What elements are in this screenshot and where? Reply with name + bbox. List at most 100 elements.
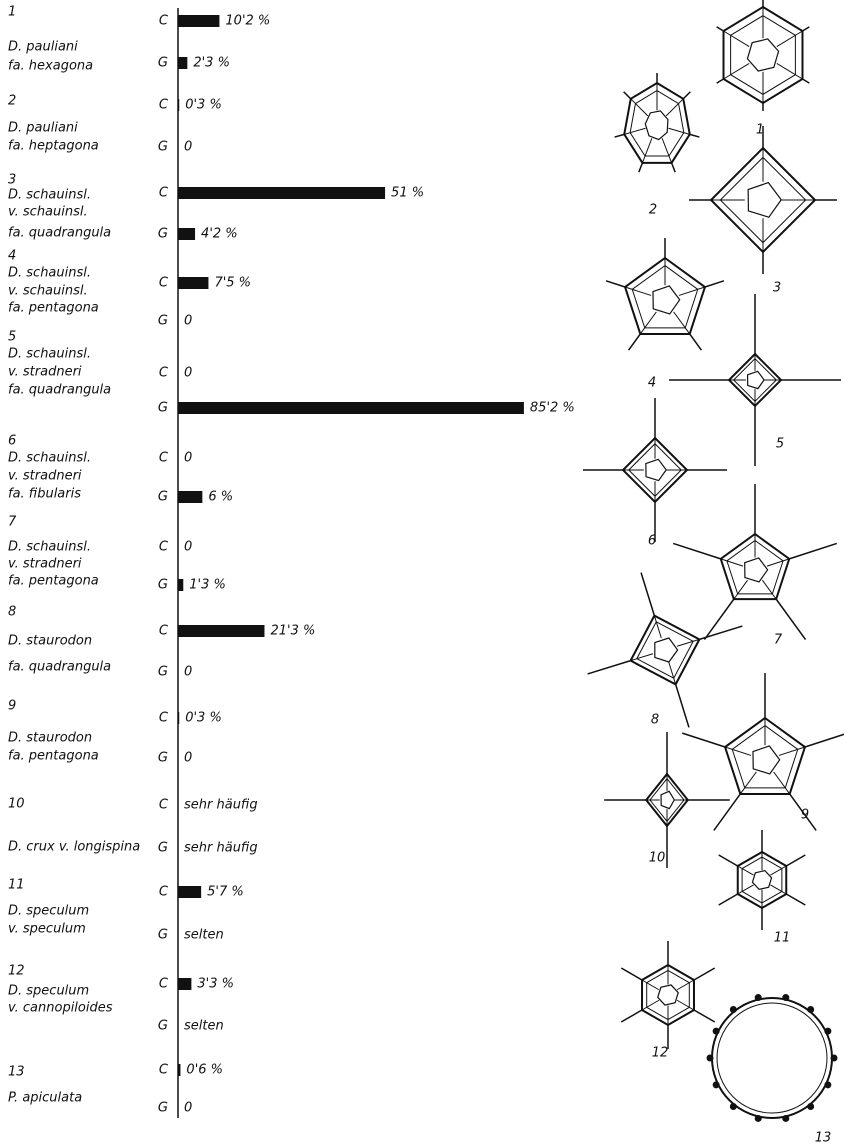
- figure-number: 4: [648, 376, 656, 391]
- spine: [694, 1010, 715, 1022]
- station-label: C: [159, 14, 169, 29]
- taxon-name: fa. hexagona: [8, 59, 93, 74]
- figure-number: 9: [801, 808, 809, 823]
- value-label: selten: [184, 1019, 224, 1034]
- value-label: 0: [184, 751, 192, 766]
- value-label: 4'2 %: [201, 227, 238, 242]
- station-label: G: [158, 665, 168, 680]
- value-label: 2'3 %: [193, 56, 230, 71]
- station-label: G: [158, 841, 168, 856]
- cell-wall: [779, 747, 805, 755]
- taxon-name: D. schauinsl.: [8, 540, 91, 555]
- value-label: selten: [184, 928, 224, 943]
- spine: [755, 1115, 762, 1122]
- spine: [807, 1006, 814, 1013]
- cell-wall: [770, 885, 786, 894]
- cell-wall: [738, 885, 754, 894]
- cell-wall: [767, 559, 789, 566]
- value-label: 0: [184, 665, 192, 680]
- station-label: C: [159, 540, 169, 555]
- value-label: 85'2 %: [530, 401, 575, 416]
- spine: [719, 855, 738, 866]
- taxon-name: D. staurodon: [8, 731, 92, 746]
- figure-number: 6: [648, 534, 656, 549]
- station-label: C: [159, 98, 169, 113]
- figure-number: 10: [649, 851, 666, 866]
- bar: [178, 228, 195, 240]
- bar: [178, 625, 264, 637]
- taxon-name: D. schauinsl.: [8, 347, 91, 362]
- taxon-name: fa. quadrangula: [8, 226, 111, 241]
- station-label: C: [159, 451, 169, 466]
- spine: [699, 626, 742, 639]
- figure-number: 11: [774, 931, 791, 946]
- organism-cell: [653, 286, 680, 314]
- bar: [178, 277, 208, 289]
- taxon-number: 2: [8, 94, 16, 109]
- spine: [789, 543, 837, 558]
- taxon-number: 4: [8, 249, 16, 264]
- spine: [782, 994, 789, 1001]
- bar: [178, 57, 187, 69]
- organism-cell: [645, 111, 668, 140]
- station-label: C: [159, 1063, 169, 1078]
- spine: [717, 79, 724, 83]
- spine: [802, 79, 809, 83]
- bar: [178, 187, 385, 199]
- taxon-name: fa. fibularis: [8, 487, 81, 502]
- station-label: G: [158, 928, 168, 943]
- taxon-name: v. schauinsl.: [8, 284, 88, 299]
- figure: 1D. paulianifa. hexagonaC10'2 %G2'3 %2D.…: [0, 0, 844, 1147]
- cell-wall: [625, 287, 651, 295]
- taxon-name: D. crux v. longispina: [8, 840, 140, 855]
- cell-wall: [677, 1000, 694, 1010]
- value-label: 10'2 %: [225, 14, 270, 29]
- spine: [621, 1010, 642, 1022]
- value-label: 0'3 %: [185, 711, 222, 726]
- organism-inner: [717, 1003, 827, 1113]
- spine: [606, 281, 625, 287]
- spine: [824, 1081, 831, 1088]
- taxon-name: fa. heptagona: [8, 139, 99, 154]
- cell-wall: [624, 128, 645, 134]
- bar: [178, 579, 183, 591]
- value-label: 0: [184, 140, 192, 155]
- station-label: G: [158, 1019, 168, 1034]
- bar: [178, 99, 179, 111]
- taxon-number: 11: [8, 878, 25, 893]
- figure-number: 2: [649, 203, 657, 218]
- taxon-number: 1: [8, 5, 16, 20]
- bar: [178, 1064, 180, 1076]
- taxon-name: fa. pentagona: [8, 749, 99, 764]
- spine: [676, 684, 689, 727]
- figure-number: 5: [776, 437, 784, 452]
- organism-cell: [748, 371, 765, 388]
- spine: [707, 1055, 714, 1062]
- bar: [178, 712, 179, 724]
- value-label: 21'3 %: [270, 624, 315, 639]
- cell-wall: [724, 63, 750, 79]
- organism-cell: [748, 183, 781, 218]
- bar: [178, 978, 191, 990]
- taxon-number: 9: [8, 699, 16, 714]
- spine: [730, 1006, 737, 1013]
- station-label: G: [158, 314, 168, 329]
- taxon-name: v. schauinsl.: [8, 205, 88, 220]
- station-label: C: [159, 885, 169, 900]
- taxon-name: v. cannopiloides: [8, 1001, 113, 1016]
- value-label: 0: [184, 366, 192, 381]
- taxon-number: 12: [8, 964, 25, 979]
- taxon-name: D. schauinsl.: [8, 188, 91, 203]
- cell-wall: [668, 128, 689, 134]
- taxon-name: P. apiculata: [8, 1091, 82, 1106]
- value-label: sehr häufig: [184, 841, 258, 856]
- cell-wall: [777, 63, 803, 79]
- figure-number: 13: [815, 1131, 832, 1146]
- station-label: C: [159, 186, 169, 201]
- spine: [782, 1115, 789, 1122]
- cell-wall: [642, 980, 659, 990]
- station-label: G: [158, 578, 168, 593]
- station-label: G: [158, 401, 168, 416]
- taxon-name: D. schauinsl.: [8, 266, 91, 281]
- spine: [690, 334, 702, 350]
